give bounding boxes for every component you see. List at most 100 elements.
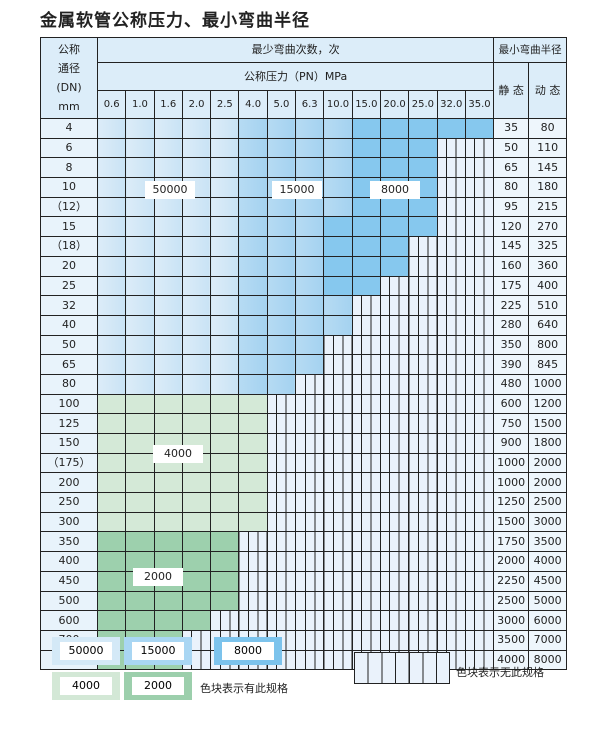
table-row: 80 480 1000 [40, 373, 568, 395]
unavailable-cell [464, 295, 495, 316]
cycles-cell-50000 [210, 373, 240, 395]
cycles-cell-4000 [153, 472, 183, 494]
cycles-cell-50000 [96, 177, 127, 198]
unavailable-cell [323, 433, 353, 454]
cycles-cell-50000 [125, 295, 155, 316]
cycles-cell-4000 [153, 413, 183, 434]
cycles-cell-50000 [210, 295, 240, 316]
cycles-cell-2000 [181, 531, 212, 553]
unavailable-cell [266, 531, 297, 553]
unavailable-cell [408, 413, 438, 434]
cycles-cell-50000 [96, 295, 127, 316]
unavailable-cell [379, 314, 410, 336]
dynamic-header: 动 态 [528, 62, 568, 119]
unavailable-cell [464, 413, 495, 434]
pressure-table-wrapper: 公称 通径 (DN) mm 最少弯曲次数，次 最小弯曲半径 公称压力（PN）MP… [40, 37, 568, 671]
unavailable-cell [408, 433, 438, 454]
cycles-cell-8000 [351, 275, 381, 297]
cycles-cell-50000 [153, 236, 183, 257]
static-radius-cell: 1000 [493, 452, 530, 474]
cycles-cell-8000 [379, 137, 410, 159]
cycles-cell-4000 [238, 511, 268, 533]
unavailable-cell [464, 590, 495, 612]
dynamic-radius-cell: 8000 [528, 649, 568, 671]
cycles-cell-4000 [210, 472, 240, 494]
unavailable-cell [379, 393, 410, 415]
unavailable-cell [379, 531, 410, 553]
cycles-cell-50000 [181, 236, 212, 257]
cycles-cell-50000 [96, 275, 127, 297]
cycles-cell-15000 [266, 354, 297, 375]
dn-cell: 125 [40, 413, 98, 434]
cycles-cell-8000 [323, 236, 353, 257]
dynamic-radius-cell: 110 [528, 137, 568, 159]
unavailable-cell [266, 472, 297, 494]
unavailable-cell [464, 570, 495, 592]
cycles-cell-4000 [181, 413, 212, 434]
unavailable-cell [323, 492, 353, 513]
unavailable-cell [408, 590, 438, 612]
table-row: 250 1250 2500 [40, 492, 568, 513]
dn-cell: 8 [40, 157, 98, 179]
cycles-cell-50000 [210, 216, 240, 238]
unavailable-cell [351, 610, 381, 631]
unavailable-cell [408, 354, 438, 375]
cycles-cell-2000 [181, 551, 212, 572]
cycles-cell-8000 [351, 216, 381, 238]
cycles-cell-4000 [96, 472, 127, 494]
table-row: （18） 145 325 [40, 236, 568, 257]
unavailable-cell [464, 137, 495, 159]
cycles-cell-50000 [210, 177, 240, 198]
cycles-cell-50000 [181, 334, 212, 356]
static-radius-cell: 160 [493, 255, 530, 277]
unavailable-cell [266, 492, 297, 513]
dynamic-radius-cell: 180 [528, 177, 568, 198]
pressure-col-header: 25.0 [408, 90, 438, 119]
table-row: 8 65 145 [40, 157, 568, 179]
cycles-cell-2000 [153, 610, 183, 631]
cycles-cell-15000 [266, 255, 297, 277]
unavailable-cell [379, 373, 410, 395]
cycles-cell-15000 [266, 314, 297, 336]
cycles-cell-4000 [238, 492, 268, 513]
dn-cell: 200 [40, 472, 98, 494]
unavailable-cell [436, 452, 466, 474]
cycles-cell-50000 [153, 196, 183, 218]
unavailable-cell [379, 492, 410, 513]
cycles-cell-4000 [125, 413, 155, 434]
unavailable-cell [238, 551, 268, 572]
unavailable-cell [295, 610, 325, 631]
pressure-col-header: 35.0 [464, 90, 495, 119]
pressure-col-header: 2.5 [210, 90, 240, 119]
unavailable-cell [464, 275, 495, 297]
dynamic-radius-cell: 80 [528, 118, 568, 139]
cycles-cell-15000 [295, 196, 325, 218]
cycles-cell-15000 [323, 295, 353, 316]
dynamic-radius-cell: 1200 [528, 393, 568, 415]
cycles-cell-50000 [210, 314, 240, 336]
cycles-cell-4000 [96, 452, 127, 474]
unavailable-cell [210, 610, 240, 631]
static-radius-cell: 1500 [493, 511, 530, 533]
unavailable-cell [464, 373, 495, 395]
dn-header: 公称 通径 (DN) mm [40, 37, 98, 119]
dynamic-radius-cell: 1500 [528, 413, 568, 434]
unavailable-cell [351, 531, 381, 553]
unavailable-cell [323, 413, 353, 434]
static-radius-cell: 65 [493, 157, 530, 179]
cycles-cell-50000 [153, 216, 183, 238]
unavailable-cell [351, 551, 381, 572]
table-row: 40 280 640 [40, 314, 568, 336]
radius-header: 最小弯曲半径 [493, 37, 568, 63]
unavailable-cell [323, 551, 353, 572]
unavailable-cell [323, 354, 353, 375]
unavailable-cell [464, 334, 495, 356]
unavailable-cell [238, 610, 268, 631]
unavailable-cell [436, 137, 466, 159]
unavailable-cell [295, 531, 325, 553]
unavailable-cell [464, 354, 495, 375]
cycles-cell-15000 [238, 373, 268, 395]
cycles-cell-4000 [181, 492, 212, 513]
cycles-cell-8000 [408, 118, 438, 139]
dn-cell: 80 [40, 373, 98, 395]
